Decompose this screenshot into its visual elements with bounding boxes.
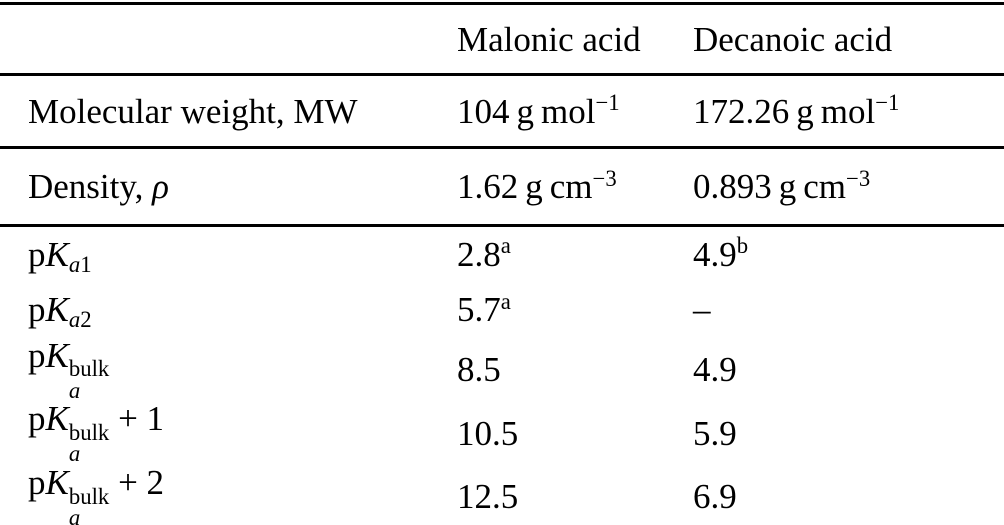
- pka-bulk-plus2-malonic-value: 12.5: [457, 465, 693, 525]
- K-symbol: K: [45, 234, 69, 274]
- p-prefix: p: [28, 463, 46, 503]
- molecular-weight-malonic-value: 104 g mol−1: [457, 75, 693, 148]
- pka-bulk-plus1-label: pK bulk a + 1: [0, 401, 457, 465]
- column-header-empty: [0, 4, 457, 75]
- bulk-supsub: bulk a: [68, 356, 110, 403]
- value-text: 172.26 g mol: [693, 91, 876, 131]
- row-pka-bulk: pK bulk a 8.5 4.9: [0, 338, 1004, 402]
- density-label: Density, ρ: [0, 148, 457, 226]
- p-prefix: p: [28, 290, 46, 329]
- value-text: 8.5: [457, 349, 501, 389]
- p-prefix: p: [28, 335, 46, 375]
- molecular-weight-decanoic-value: 172.26 g mol−1: [693, 75, 1004, 148]
- group-pka: pKa1 2.8a 4.9b pKa2 5.7a – pK bulk a 8.5 4…: [0, 225, 1004, 525]
- row-pka2: pKa2 5.7a –: [0, 282, 1004, 338]
- bulk-supsub: bulk a: [68, 483, 110, 525]
- sup-bulk: bulk: [68, 419, 110, 445]
- row-density: Density, ρ 1.62 g cm−3 0.893 g cm−3: [0, 148, 1004, 226]
- row-pka-bulk-plus1: pK bulk a + 1 10.5 5.9: [0, 401, 1004, 465]
- pka2-label: pKa2: [0, 282, 457, 338]
- label-suffix: + 2: [109, 463, 165, 503]
- column-header-malonic-acid: Malonic acid: [457, 19, 641, 59]
- value-text: 5.7: [457, 290, 501, 329]
- sub-a: a: [68, 252, 81, 278]
- pka1-subscript: a1: [69, 252, 92, 277]
- pka-bulk-plus2-decanoic-value: 6.9: [693, 465, 1004, 525]
- sub-number: 2: [80, 307, 92, 333]
- pka2-malonic-value: 5.7a: [457, 282, 693, 338]
- footnote-marker: a: [500, 288, 511, 314]
- sub-a: a: [68, 505, 81, 525]
- unit-exponent: −1: [875, 90, 900, 115]
- bulk-supsub: bulk a: [68, 419, 110, 467]
- sub-a: a: [68, 377, 81, 403]
- footnote-marker: b: [736, 233, 749, 259]
- pka-bulk-malonic-value: 8.5: [457, 338, 693, 402]
- unit-exponent: −1: [595, 90, 620, 115]
- value-text: 4.9: [693, 349, 737, 389]
- pka-bulk-plus1-decanoic-value: 5.9: [693, 401, 1004, 465]
- row-pka-bulk-plus2: pK bulk a + 2 12.5 6.9: [0, 465, 1004, 525]
- K-symbol: K: [45, 463, 69, 503]
- pka2-subscript: a2: [69, 307, 92, 332]
- pka-bulk-label: pK bulk a: [0, 338, 457, 402]
- pka-bulk-plus1-malonic-value: 10.5: [457, 401, 693, 465]
- footnote-marker: a: [500, 233, 511, 259]
- column-header-decanoic-acid: Decanoic acid: [693, 19, 893, 59]
- value-text: 4.9: [693, 234, 737, 274]
- value-text: –: [693, 290, 711, 329]
- row-molecular-weight: Molecular weight, MW 104 g mol−1 172.26 …: [0, 75, 1004, 148]
- sup-bulk: bulk: [68, 356, 110, 382]
- density-malonic-value: 1.62 g cm−3: [457, 148, 693, 226]
- K-symbol: K: [45, 399, 69, 439]
- pka-bulk-decanoic-value: 4.9: [693, 338, 1004, 402]
- molecular-weight-label: Molecular weight, MW: [28, 91, 358, 131]
- group-density: Density, ρ 1.62 g cm−3 0.893 g cm−3: [0, 147, 1004, 226]
- value-text: 12.5: [457, 477, 519, 517]
- pka2-decanoic-value: –: [693, 282, 1004, 338]
- pka1-label: pKa1: [0, 226, 457, 282]
- value-text: 2.8: [457, 234, 501, 274]
- row-pka1: pKa1 2.8a 4.9b: [0, 226, 1004, 282]
- p-prefix: p: [28, 399, 46, 439]
- sup-bulk: bulk: [68, 483, 110, 509]
- p-prefix: p: [28, 234, 46, 274]
- K-symbol: K: [45, 290, 69, 329]
- value-text: 10.5: [457, 413, 519, 453]
- density-decanoic-value: 0.893 g cm−3: [693, 148, 1004, 226]
- unit-exponent: −3: [592, 165, 617, 191]
- table-header-row: Malonic acid Decanoic acid: [0, 4, 1004, 75]
- group-molecular-weight: Molecular weight, MW 104 g mol−1 172.26 …: [0, 74, 1004, 148]
- value-text: 1.62 g cm: [457, 167, 593, 206]
- unit-exponent: −3: [846, 165, 871, 191]
- K-symbol: K: [45, 335, 69, 375]
- sub-number: 1: [80, 252, 92, 278]
- rho-symbol: ρ: [152, 167, 169, 206]
- value-text: 6.9: [693, 477, 737, 517]
- pka1-decanoic-value: 4.9b: [693, 226, 1004, 282]
- label-text: Density,: [28, 167, 153, 206]
- pka-bulk-plus2-label: pK bulk a + 2: [0, 465, 457, 525]
- sub-a: a: [68, 441, 81, 467]
- value-text: 5.9: [693, 413, 737, 453]
- value-text: 0.893 g cm: [693, 167, 847, 206]
- label-suffix: + 1: [109, 399, 165, 439]
- pka1-malonic-value: 2.8a: [457, 226, 693, 282]
- sub-a: a: [68, 307, 81, 333]
- value-text: 104 g mol: [457, 91, 596, 131]
